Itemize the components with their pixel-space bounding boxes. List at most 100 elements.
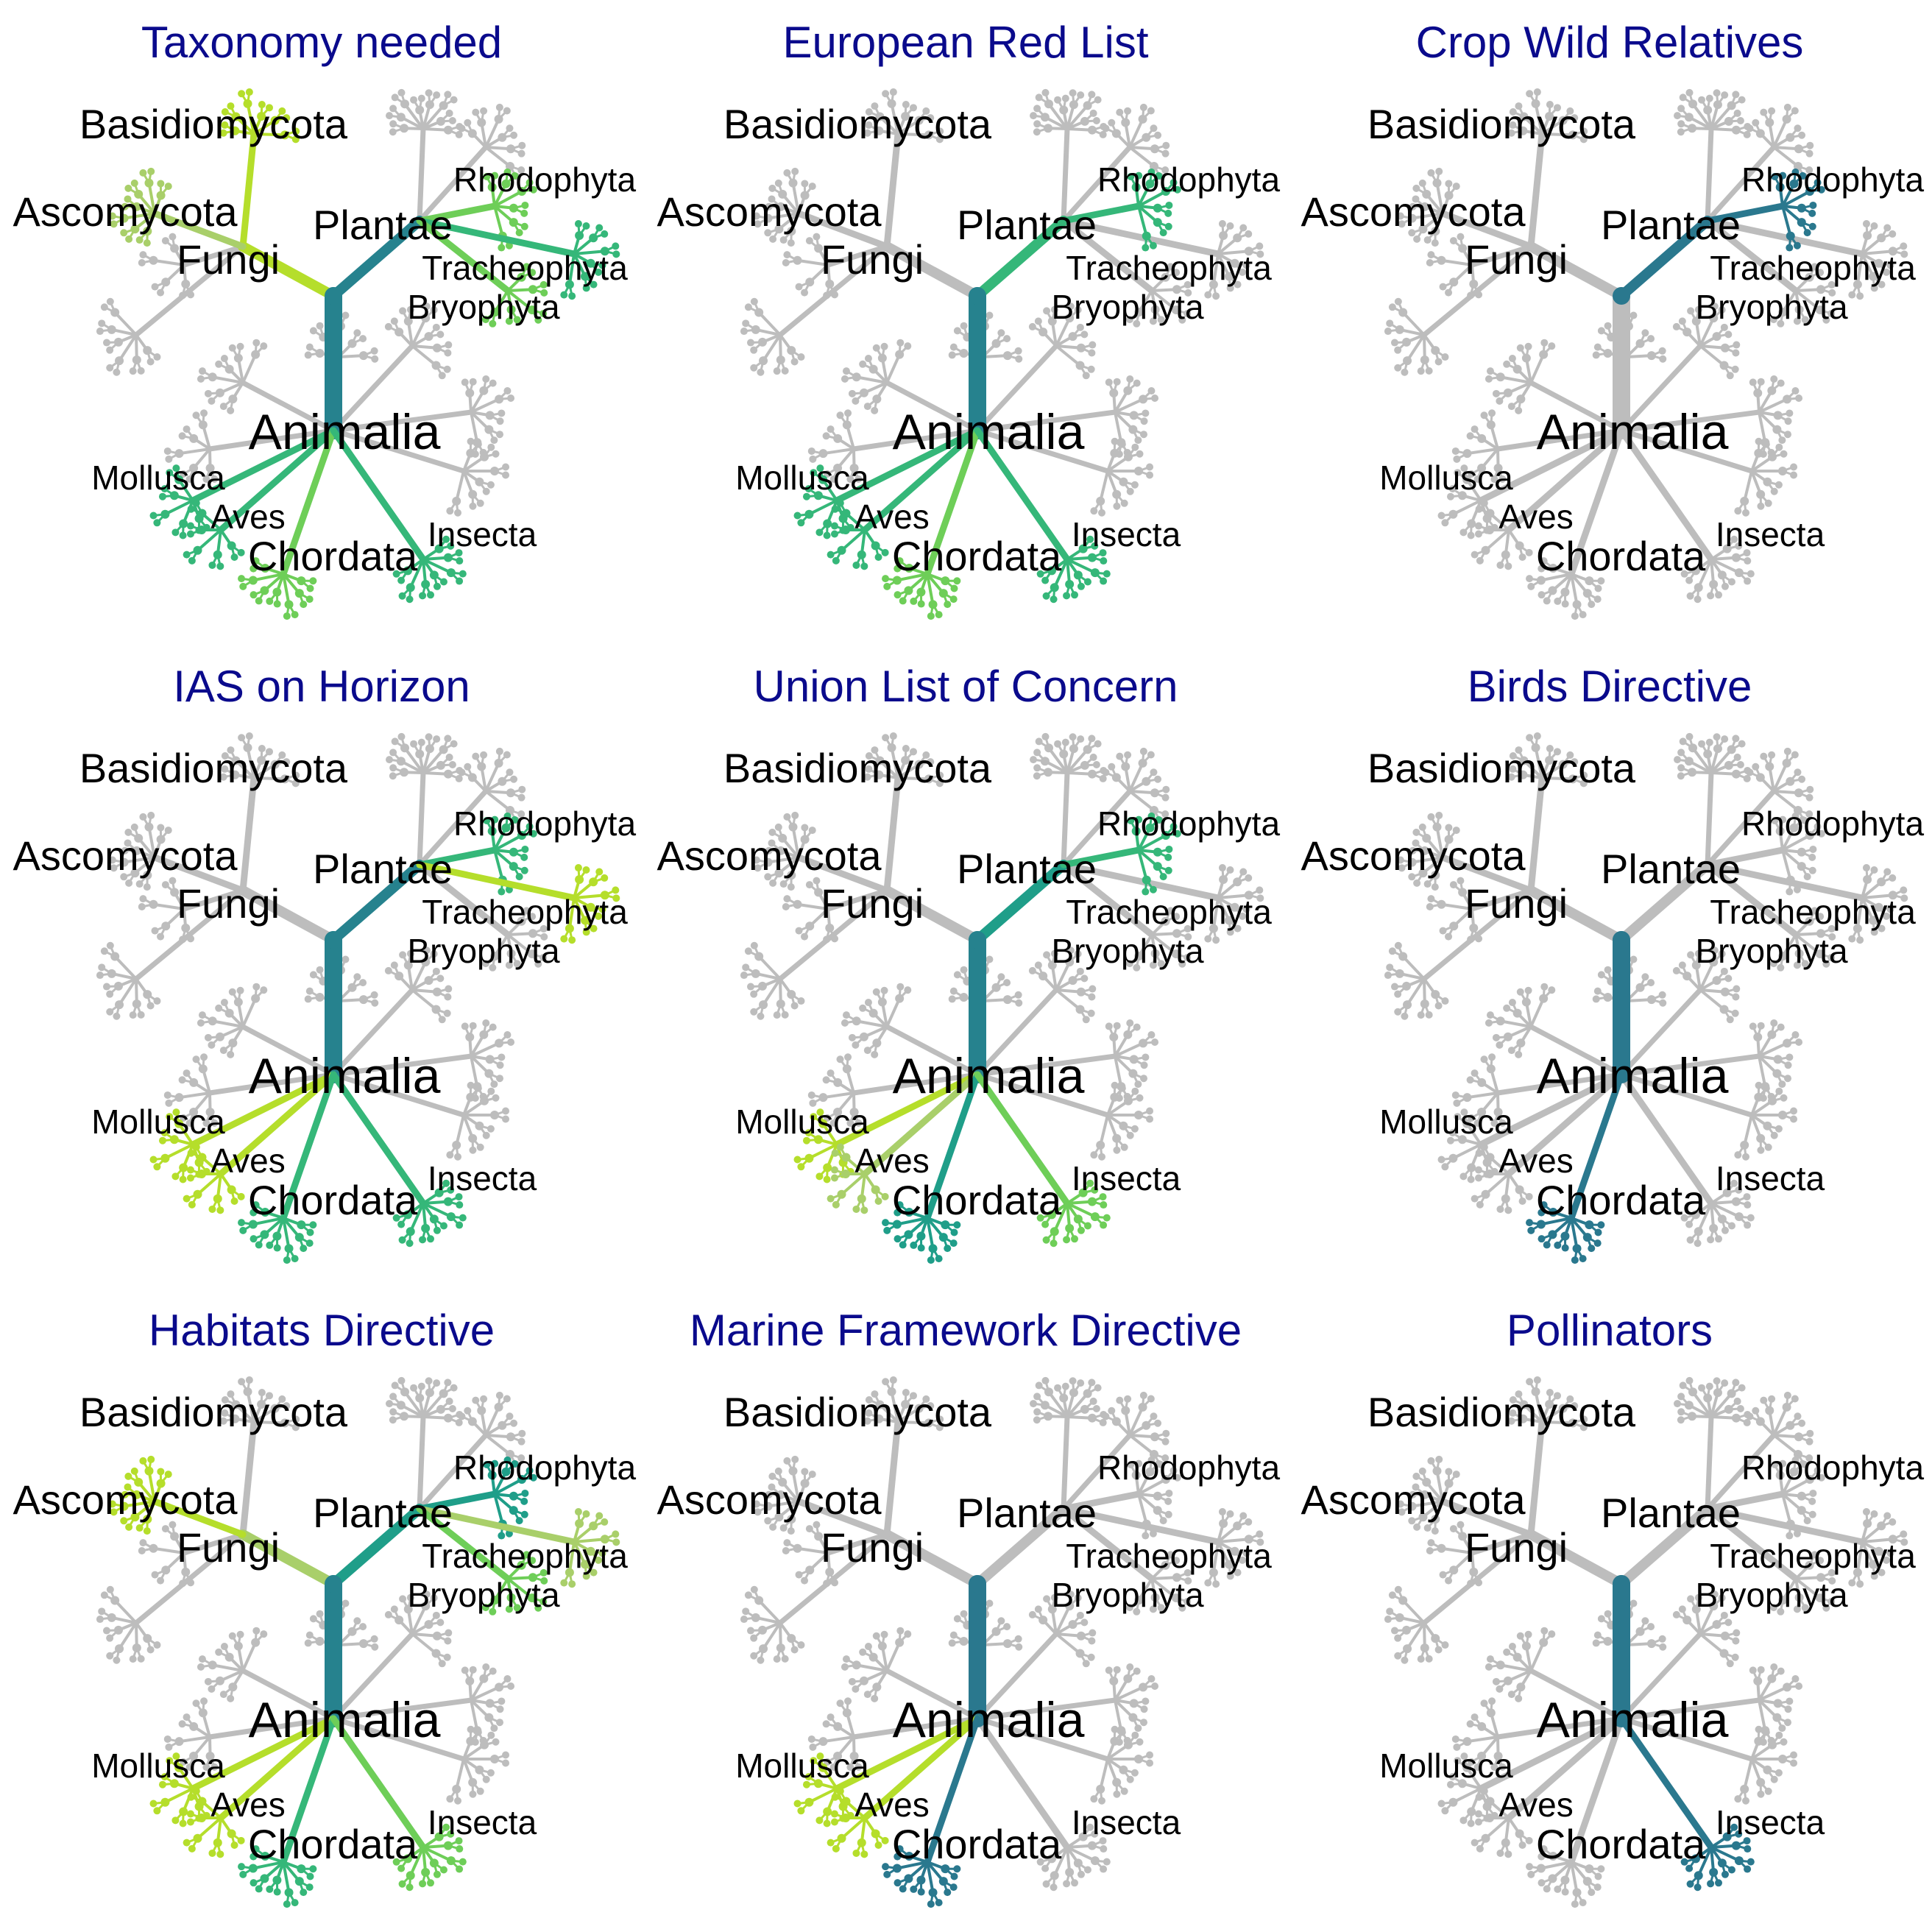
branch-twig [422,104,445,130]
basidiomycota-leaf [238,734,246,742]
insecta-leaf [398,592,406,600]
chordata-leaf [1538,1235,1546,1243]
ascomycota-leaf [139,169,147,177]
branch-leaf [801,289,809,297]
branch-leaf [846,475,854,484]
chordata-leaf [944,1245,952,1253]
branch-twig [1066,104,1089,130]
branch-leaf [1034,317,1042,325]
branch-leaf [458,1412,466,1420]
branch-leaf [1077,91,1085,99]
label-bryophyta: Bryophyta [1051,288,1204,326]
branch-leaf [1033,764,1041,772]
chordata-leaf [953,577,961,585]
branch-leaf [517,149,526,158]
branch-leaf [1674,756,1682,764]
insecta-leaf [397,576,406,584]
branch-leaf [200,1697,208,1705]
branch-leaf [518,785,526,793]
tracheophyta-twig [573,250,606,255]
chordata-leaf [1543,597,1551,605]
chordata-leaf [309,577,317,585]
branch-leaf [498,1697,506,1705]
aves-leaf [237,1192,245,1200]
tracheophyta-leaf [582,1510,590,1518]
aves-leaf [208,561,216,569]
basidiomycota-leaf [227,102,235,110]
branch-leaf [227,406,235,414]
branch-leaf [1798,775,1806,783]
branch-leaf [220,999,228,1007]
branch-leaf [157,1577,165,1585]
branch-leaf [304,351,312,359]
insecta-leaf [1707,592,1715,600]
basidiomycota-leaf [882,734,890,742]
branch-leaf [390,961,398,969]
branch-leaf [1488,409,1496,417]
root-node [969,931,986,949]
branch-leaf [219,1047,227,1055]
tracheophyta-leaf [568,292,576,300]
branch-leaf [1126,1019,1134,1027]
branch-leaf [1540,983,1549,991]
branch-leaf [106,346,114,354]
branch-leaf [304,1639,312,1647]
branch-leaf [746,983,754,991]
branch-leaf [480,1395,488,1403]
branch-leaf [316,322,324,330]
insecta-leaf [1042,592,1050,600]
insecta-leaf [1727,1222,1735,1230]
tracheophyta-leaf [560,1579,568,1587]
tracheophyta-leaf [1218,220,1226,228]
branch-leaf [1147,1031,1156,1039]
insecta-leaf [1744,1221,1752,1229]
branch-leaf [953,327,961,335]
branch-leaf [1677,105,1685,113]
aves-leaf [1474,1166,1482,1174]
branch-leaf [433,735,441,743]
branch-leaf [208,1041,216,1049]
branch-leaf [1035,737,1043,746]
branch-leaf [443,1009,451,1017]
branch-leaf [518,1429,526,1437]
branch-leaf [1041,732,1050,740]
branch-leaf [496,417,504,425]
chordata-leaf [910,597,918,605]
rhodophyta-leaf [520,209,528,217]
branch [1061,126,1070,224]
branch-leaf [1732,91,1740,99]
branch-leaf [1498,475,1507,483]
basidiomycota-leaf [1507,129,1515,137]
basidiomycota-leaf [1509,107,1517,116]
branch-leaf [98,963,106,972]
chordata-leaf [252,557,260,565]
branch-leaf [510,775,518,783]
aves-leaf [1474,522,1482,530]
branch-leaf [1033,120,1041,128]
branch-leaf [1734,1151,1742,1159]
insecta-leaf [419,592,427,600]
basidiomycota-twig [890,102,899,135]
branch-leaf [1677,120,1685,128]
insecta-leaf [456,557,464,565]
branch-leaf [1731,365,1739,373]
branch-leaf [187,935,195,943]
branch-leaf [161,237,169,245]
rhodophyta-leaf [1159,873,1167,881]
label-rhodophyta: Rhodophyta [1097,160,1280,199]
panel-title: Marine Framework Directive [690,1306,1242,1355]
branch-leaf [1775,443,1783,451]
chordata-leaf [250,591,258,599]
branch-leaf [260,986,268,994]
basidiomycota-leaf [238,90,246,98]
insecta-leaf [456,1201,464,1209]
chordata-leaf [1594,584,1602,592]
branch-leaf [228,988,236,996]
branch-leaf [852,397,860,405]
label-plantae: Plantae [313,202,453,248]
rhodophyta-leaf [526,179,534,187]
insecta-twig [408,558,425,590]
branch-leaf [1718,305,1726,314]
tracheophyta-leaf [1862,220,1870,228]
branch-leaf [1033,1393,1041,1401]
